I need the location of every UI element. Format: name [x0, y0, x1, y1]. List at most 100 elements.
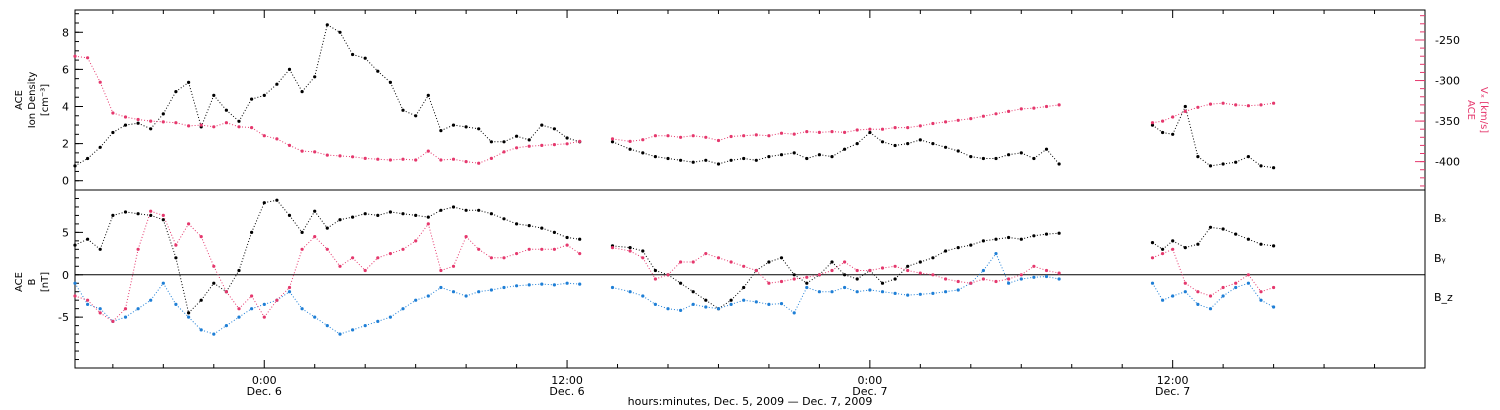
density-segment	[87, 146, 101, 159]
bz-point	[1171, 247, 1175, 251]
bx-point	[212, 281, 216, 285]
by-segment	[276, 291, 290, 301]
by-segment	[377, 316, 391, 322]
bz-point	[477, 247, 481, 251]
by-segment	[125, 308, 139, 318]
density-segment	[1210, 163, 1224, 167]
by-segment	[806, 287, 820, 293]
bx-segment	[882, 278, 896, 284]
density-segment	[377, 70, 391, 83]
velocity-point	[578, 139, 582, 143]
density-segment	[566, 137, 580, 143]
velocity-segment	[756, 134, 769, 137]
velocity-segment	[567, 140, 580, 145]
x-axis-label: hours:minutes, Dec. 5, 2009 — Dec. 7, 20…	[628, 395, 873, 408]
bx-point	[275, 198, 279, 202]
bx-segment	[781, 257, 795, 276]
bz-segment	[794, 276, 807, 280]
density-segment	[453, 124, 467, 128]
bz-segment	[667, 261, 681, 276]
by-segment	[478, 289, 492, 293]
density-segment	[1172, 106, 1186, 135]
density-segment	[466, 126, 479, 130]
bx-segment	[453, 206, 467, 211]
by-segment	[1247, 282, 1262, 301]
velocity-segment	[1033, 106, 1047, 109]
bz-segment	[983, 278, 997, 282]
density-segment	[743, 158, 757, 161]
bx-segment	[932, 250, 946, 259]
bx-segment	[1235, 233, 1249, 240]
bx-segment	[491, 213, 505, 220]
bx-segment	[667, 274, 681, 284]
density-segment	[793, 152, 808, 159]
density-segment	[402, 109, 416, 117]
velocity-segment	[491, 151, 505, 159]
bx-segment	[352, 213, 366, 218]
bx-segment	[970, 240, 984, 246]
bz-segment	[629, 250, 644, 259]
by-segment	[612, 287, 631, 293]
bx-segment	[390, 211, 404, 215]
velocity-segment	[302, 150, 315, 153]
bz-segment	[882, 265, 896, 269]
bx-segment	[655, 270, 669, 276]
density-segment	[819, 154, 833, 158]
density-segment	[1021, 152, 1035, 159]
velocity-segment	[731, 135, 744, 137]
by-segment	[188, 316, 202, 331]
bottom-ylabel-line2: B	[27, 278, 38, 285]
x-tick-time-label: 12:00	[1157, 374, 1189, 387]
velocity-segment	[138, 119, 151, 122]
density-segment	[895, 143, 908, 146]
bx-segment	[99, 215, 114, 250]
by-segment	[226, 316, 240, 327]
velocity-segment	[1046, 104, 1060, 107]
by-segment	[327, 325, 341, 335]
bz-segment	[1046, 270, 1060, 274]
by-segment	[831, 287, 845, 293]
density-segment	[1152, 124, 1163, 133]
bz-segment	[314, 236, 328, 250]
density-segment	[352, 54, 366, 59]
velocity-segment	[1235, 104, 1249, 107]
density-segment	[213, 95, 227, 111]
by-segment	[995, 253, 1010, 284]
bz-segment	[1222, 282, 1236, 288]
by-segment	[680, 303, 694, 311]
density-segment	[200, 95, 215, 128]
velocity-segment	[932, 121, 946, 124]
bz-segment	[326, 249, 341, 267]
bx-segment	[567, 237, 580, 240]
density-point	[515, 134, 519, 138]
bx-segment	[225, 270, 240, 292]
by-point	[212, 332, 216, 336]
bx-segment	[1021, 235, 1035, 240]
velocity-segment	[163, 121, 176, 124]
by-segment	[415, 295, 429, 301]
bz-segment	[427, 223, 442, 271]
bz-segment	[1260, 287, 1274, 293]
bz-segment	[1185, 282, 1199, 293]
velocity-segment	[907, 125, 921, 129]
by-segment	[1008, 278, 1022, 284]
bx-segment	[958, 244, 971, 249]
x-tick-time-label: 12:00	[551, 374, 583, 387]
bz-segment	[907, 270, 921, 274]
bx-series	[73, 198, 1276, 315]
bx-segment	[554, 231, 568, 238]
velocity-point	[401, 157, 405, 161]
velocity-segment	[667, 135, 681, 138]
bx-segment	[768, 257, 782, 263]
by-segment	[1152, 282, 1164, 301]
bz-segment	[453, 236, 467, 267]
by-segment	[1210, 295, 1224, 310]
bx-segment	[856, 270, 871, 280]
velocity-segment	[1162, 116, 1173, 122]
velocity-segment	[440, 158, 454, 161]
velocity-segment	[238, 126, 252, 129]
by-segment	[87, 303, 101, 310]
bz-segment	[869, 267, 883, 271]
bx-segment	[428, 209, 442, 218]
